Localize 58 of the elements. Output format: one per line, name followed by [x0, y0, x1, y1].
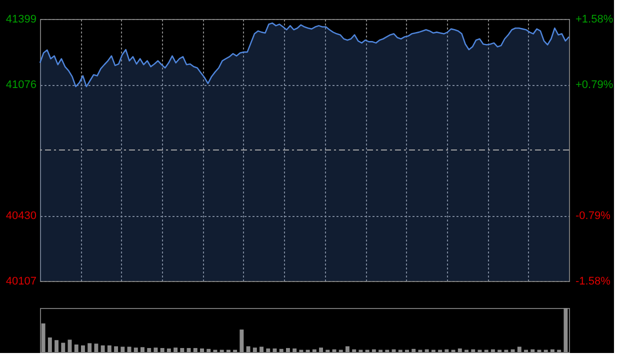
y2-tick-label: +1.58%	[576, 14, 614, 26]
bar	[530, 349, 535, 352]
bar	[550, 349, 554, 352]
bar	[564, 308, 568, 352]
bar	[346, 346, 350, 352]
bar	[471, 349, 476, 352]
bar	[81, 345, 85, 352]
bar	[200, 348, 204, 352]
y2-tick-label: -1.58%	[576, 276, 611, 288]
bar	[147, 348, 152, 352]
bar	[180, 348, 184, 352]
bar	[154, 348, 158, 352]
bar	[260, 346, 264, 352]
bar	[114, 346, 118, 352]
bar	[444, 349, 449, 352]
y-tick-label: 41399	[6, 14, 36, 26]
bar	[48, 337, 52, 352]
bar	[94, 344, 98, 352]
bar	[41, 323, 46, 352]
bar	[412, 348, 416, 352]
bar	[286, 348, 290, 352]
bar	[193, 348, 198, 352]
bar	[458, 348, 462, 352]
bar	[61, 342, 66, 352]
bar	[392, 349, 396, 352]
bar	[240, 330, 244, 352]
bar	[246, 346, 250, 352]
bar	[266, 348, 270, 352]
bar	[127, 346, 132, 352]
bar	[120, 346, 125, 352]
bar	[134, 348, 138, 352]
y2-tick-label: +0.79%	[576, 79, 614, 91]
bar	[206, 348, 211, 352]
y2-tick-label: -0.79%	[576, 210, 611, 222]
bar	[352, 349, 356, 352]
bar	[424, 349, 429, 352]
bar	[312, 349, 316, 352]
bar	[490, 349, 495, 352]
bar	[166, 348, 171, 352]
bar	[174, 348, 178, 352]
bar	[88, 343, 92, 352]
y-tick-label: 40107	[6, 276, 36, 288]
bar	[510, 349, 515, 352]
bar	[252, 348, 257, 352]
bar	[372, 349, 376, 352]
bar	[279, 348, 284, 352]
bar	[107, 345, 112, 352]
bar	[100, 345, 105, 352]
bar	[140, 347, 144, 352]
y-tick-label: 41076	[6, 79, 36, 91]
y-tick-label: 40430	[6, 210, 36, 222]
bar	[54, 340, 59, 352]
bar	[186, 348, 191, 352]
bar	[517, 346, 522, 352]
bar	[292, 348, 297, 352]
bar	[319, 348, 324, 352]
bar	[160, 348, 164, 352]
bar	[74, 344, 78, 352]
